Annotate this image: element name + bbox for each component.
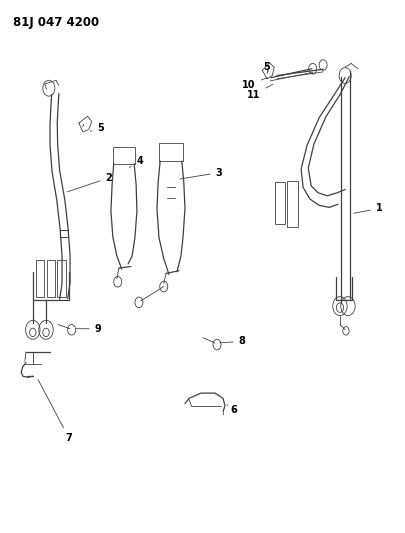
Bar	[47, 260, 55, 297]
Text: 1: 1	[353, 204, 382, 214]
Bar	[60, 230, 68, 237]
Text: 6: 6	[226, 405, 237, 415]
Bar	[286, 181, 298, 227]
Text: 2: 2	[67, 173, 112, 192]
Text: 5: 5	[90, 123, 104, 133]
Text: 10: 10	[242, 78, 267, 90]
Text: 3: 3	[179, 167, 222, 179]
Text: 81J 047 4200: 81J 047 4200	[13, 16, 99, 29]
Text: 8: 8	[219, 336, 245, 346]
Bar	[36, 260, 44, 297]
Text: 4: 4	[129, 156, 143, 167]
Text: 11: 11	[247, 84, 272, 100]
Bar	[113, 147, 134, 164]
Bar	[57, 260, 66, 297]
Text: 9: 9	[75, 324, 101, 334]
Bar	[275, 182, 284, 224]
Text: 5: 5	[263, 62, 270, 72]
Bar	[159, 142, 183, 161]
Text: 7: 7	[38, 379, 72, 443]
